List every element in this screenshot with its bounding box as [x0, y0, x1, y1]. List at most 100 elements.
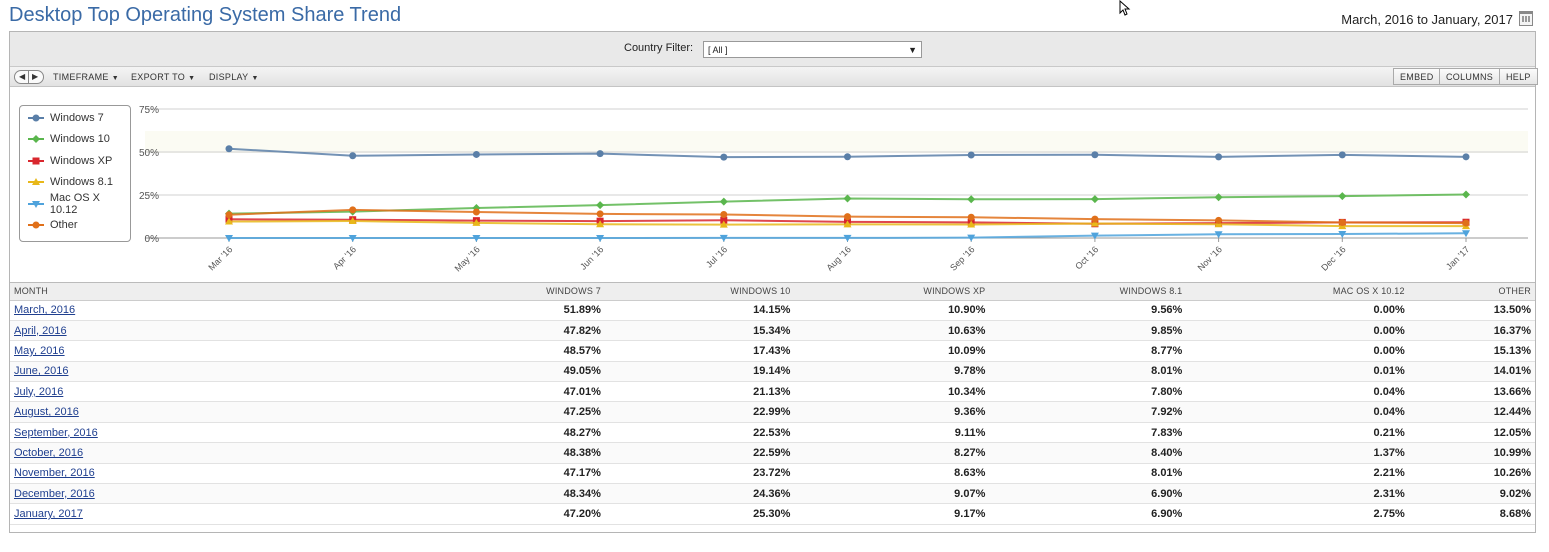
- month-link[interactable]: July, 2016: [14, 385, 64, 398]
- legend-symbol-icon: [28, 200, 44, 208]
- value-cell: 10.90%: [794, 300, 990, 321]
- y-tick-label: 75%: [139, 105, 159, 116]
- column-header[interactable]: MONTH: [10, 283, 430, 301]
- column-header[interactable]: WINDOWS 7: [430, 283, 605, 301]
- legend-item[interactable]: Other: [28, 218, 78, 232]
- table-header-row: MONTH WINDOWS 7 WINDOWS 10 WINDOWS XP WINDOW…: [10, 283, 1535, 301]
- column-header[interactable]: WINDOWS 8.1: [989, 283, 1187, 301]
- data-point: [1090, 219, 1099, 227]
- data-point: [472, 208, 480, 216]
- legend-item[interactable]: Windows XP: [28, 154, 112, 168]
- value-cell: 49.05%: [430, 361, 605, 383]
- month-cell: September, 2016: [10, 422, 430, 444]
- x-tick-label: Jul '16: [704, 244, 729, 269]
- x-tick-label: May '16: [453, 244, 482, 273]
- value-cell: 7.83%: [989, 422, 1187, 444]
- data-point: [844, 213, 851, 221]
- value-cell: 10.99%: [1408, 442, 1535, 464]
- timeframe-menu[interactable]: TIMEFRAME ▼: [53, 72, 119, 82]
- month-cell: March, 2016: [10, 300, 430, 321]
- month-link[interactable]: June, 2016: [14, 365, 69, 378]
- value-cell: 48.34%: [430, 483, 605, 505]
- data-point: [349, 206, 357, 214]
- column-header[interactable]: WINDOWS 10: [604, 283, 795, 301]
- value-cell: 8.63%: [794, 463, 990, 485]
- value-cell: 21.13%: [604, 381, 795, 403]
- data-point: [349, 152, 357, 160]
- value-cell: 14.15%: [604, 300, 795, 321]
- value-cell: 6.90%: [989, 503, 1187, 525]
- table-row: December, 2016 48.34% 24.36% 9.07% 6.90% 2.31…: [10, 483, 1535, 505]
- value-cell: 14.01%: [1408, 361, 1535, 383]
- display-menu[interactable]: DISPLAY ▼: [209, 72, 259, 82]
- export-label: EXPORT TO: [131, 72, 186, 82]
- data-point: [225, 211, 233, 219]
- table-row: May, 2016 48.57% 17.43% 10.09% 8.77% 0.00% 15.…: [10, 340, 1535, 362]
- x-tick-label: Nov '16: [1196, 244, 1224, 272]
- legend-symbol-icon: [28, 178, 44, 186]
- data-point: [472, 150, 480, 158]
- value-cell: 47.20%: [430, 503, 605, 525]
- prev-arrow-icon[interactable]: ◀: [19, 72, 26, 81]
- export-menu[interactable]: EXPORT TO ▼: [131, 72, 195, 82]
- legend-item[interactable]: Windows 8.1: [28, 175, 113, 189]
- data-point: [225, 217, 233, 225]
- value-cell: 48.38%: [430, 442, 605, 464]
- month-link[interactable]: March, 2016: [14, 304, 76, 317]
- calendar-icon[interactable]: [1519, 11, 1533, 26]
- month-link[interactable]: May, 2016: [14, 344, 65, 357]
- month-link[interactable]: January, 2017: [14, 508, 83, 521]
- embed-button[interactable]: EMBED: [1393, 68, 1441, 85]
- month-cell: May, 2016: [10, 340, 430, 362]
- value-cell: 23.72%: [604, 463, 795, 485]
- display-label: DISPLAY: [209, 72, 249, 82]
- data-point: [843, 220, 852, 228]
- column-header[interactable]: OTHER: [1408, 283, 1535, 301]
- month-link[interactable]: November, 2016: [14, 467, 95, 480]
- toolbar: ◀ ▶ TIMEFRAME ▼ EXPORT TO ▼ DISPLAY ▼ EMBED…: [10, 67, 1538, 87]
- nav-divider: [28, 71, 29, 83]
- value-cell: 15.34%: [604, 320, 795, 342]
- month-cell: December, 2016: [10, 483, 430, 505]
- value-cell: 47.17%: [430, 463, 605, 485]
- month-cell: April, 2016: [10, 320, 430, 342]
- next-arrow-icon[interactable]: ▶: [32, 72, 39, 81]
- value-cell: 0.04%: [1186, 381, 1409, 403]
- country-filter-select[interactable]: [ All ] ▼: [703, 41, 922, 58]
- timeframe-nav[interactable]: ◀ ▶: [14, 70, 44, 84]
- month-link[interactable]: August, 2016: [14, 406, 79, 419]
- data-point: [596, 201, 605, 210]
- legend-label: Windows XP: [50, 154, 113, 167]
- value-cell: 0.00%: [1186, 340, 1409, 362]
- chart-area: 0% 25% 50% 75% Mar '16 Apr '16 May '16 Jun '16 J…: [10, 87, 1535, 283]
- legend-item[interactable]: Windows 10: [28, 132, 110, 146]
- legend-label: Windows 8.1: [50, 176, 113, 189]
- column-header[interactable]: MAC OS X 10.12: [1186, 283, 1409, 301]
- value-cell: 7.80%: [989, 381, 1187, 403]
- dropdown-arrow-icon: ▼: [908, 45, 917, 55]
- month-link[interactable]: October, 2016: [14, 446, 84, 459]
- column-header[interactable]: WINDOWS XP: [794, 283, 990, 301]
- month-cell: June, 2016: [10, 361, 430, 383]
- month-link[interactable]: December, 2016: [14, 487, 95, 500]
- value-cell: 10.09%: [794, 340, 990, 362]
- date-range: March, 2016 to January, 2017: [1341, 12, 1513, 27]
- filter-bar: Country Filter: [ All ] ▼: [10, 32, 1535, 67]
- value-cell: 48.57%: [430, 340, 605, 362]
- value-cell: 0.00%: [1186, 300, 1409, 321]
- value-cell: 24.36%: [604, 483, 795, 505]
- columns-button[interactable]: COLUMNS: [1439, 68, 1501, 85]
- legend-item[interactable]: Windows 7: [28, 111, 104, 125]
- legend-item[interactable]: Mac OS X 10.12: [28, 192, 130, 216]
- caret-down-icon: ▼: [251, 75, 259, 82]
- value-cell: 9.56%: [989, 300, 1187, 321]
- data-point: [967, 220, 976, 228]
- y-tick-label: 50%: [139, 148, 159, 159]
- value-cell: 7.92%: [989, 401, 1187, 423]
- data-point: [1338, 192, 1347, 201]
- help-button[interactable]: HELP: [1499, 68, 1538, 85]
- month-link[interactable]: September, 2016: [14, 426, 98, 439]
- month-link[interactable]: April, 2016: [14, 324, 67, 337]
- data-point: [719, 234, 728, 242]
- data-point: [1215, 216, 1223, 224]
